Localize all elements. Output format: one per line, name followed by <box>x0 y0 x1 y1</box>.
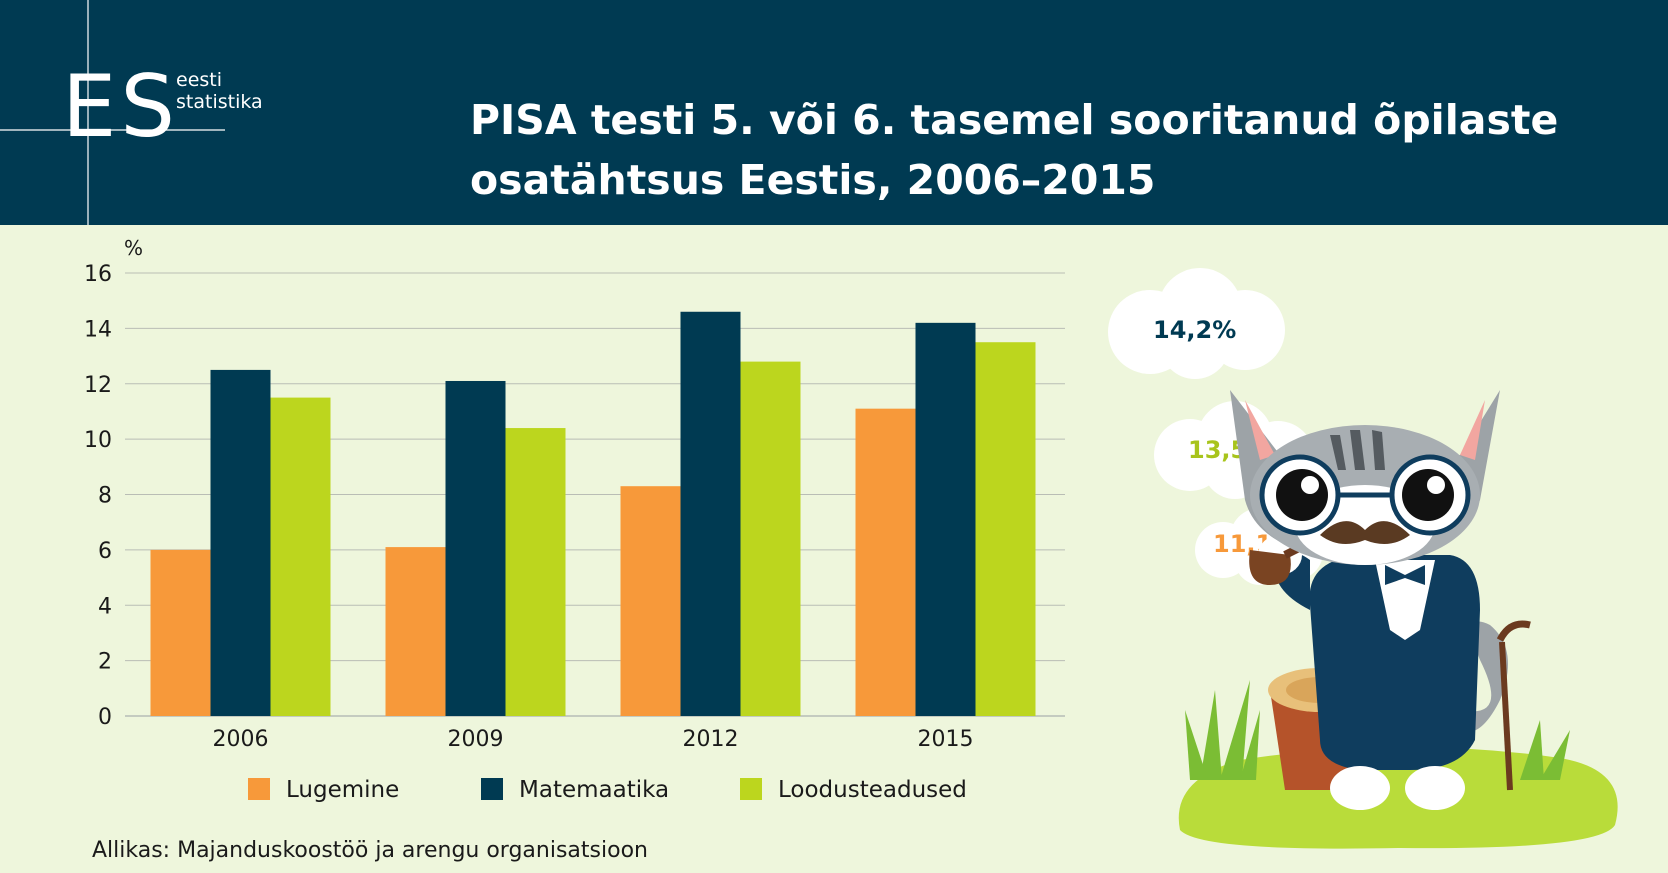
source-note: Allikas: Majanduskoostöö ja arengu organ… <box>92 838 648 863</box>
bar-lugemine-2012 <box>620 486 681 716</box>
bar-lugemine-2006 <box>150 549 211 716</box>
page-title: PISA testi 5. või 6. tasemel sooritanud … <box>470 90 1570 210</box>
bar-matemaatika-2009 <box>445 380 506 716</box>
bubble-cloud-1 <box>1108 268 1285 379</box>
cat-professor-illustration <box>1178 390 1618 849</box>
y-tick-label: 12 <box>84 373 112 398</box>
x-tick-label: 2012 <box>683 727 739 752</box>
x-tick-label: 2006 <box>213 727 269 752</box>
logo-mark: ES <box>62 57 179 157</box>
y-tick-label: 4 <box>98 594 112 619</box>
x-tick-label: 2009 <box>448 727 504 752</box>
y-tick-label: 14 <box>84 317 112 342</box>
y-tick-label: 6 <box>98 539 112 564</box>
bar-matemaatika-2012 <box>680 311 741 716</box>
legend-swatch-loodusteadused <box>740 778 762 800</box>
y-tick-label: 16 <box>84 262 112 287</box>
legend-label-loodusteadused: Loodusteadused <box>778 777 967 803</box>
y-tick-label: 10 <box>84 428 112 453</box>
logo-crosshair <box>0 0 225 225</box>
legend-label-lugemine: Lugemine <box>286 777 399 803</box>
bar-matemaatika-2006 <box>210 369 271 716</box>
bar-lugemine-2009 <box>385 547 446 716</box>
legend-label-matemaatika: Matemaatika <box>519 777 669 803</box>
bar-matemaatika-2015 <box>915 322 976 716</box>
x-tick-label: 2015 <box>918 727 974 752</box>
header-band: ES eesti statistika PISA testi 5. või 6.… <box>0 0 1668 225</box>
legend-swatch-lugemine <box>248 778 270 800</box>
y-tick-label: 8 <box>98 484 112 509</box>
y-tick-label: 2 <box>98 650 112 675</box>
bar-loodusteadused-2006 <box>270 397 331 716</box>
bar-lugemine-2015 <box>855 408 916 716</box>
title-line-1: PISA testi 5. või 6. tasemel sooritanud … <box>470 96 1559 144</box>
y-axis-label: % <box>124 236 143 260</box>
bar-loodusteadused-2012 <box>740 361 801 716</box>
bar-loodusteadused-2009 <box>505 428 566 716</box>
bar-loodusteadused-2015 <box>975 342 1036 716</box>
bar-chart: 0 2 4 6 8 10 12 14 16% 2006 2009 2012 2015 Lugemine Ma… <box>84 236 1065 803</box>
bubble-value-1: 14,2% <box>1153 316 1237 344</box>
logo-text-statistika: statistika <box>176 91 263 113</box>
y-tick-label: 0 <box>98 705 112 730</box>
legend-swatch-matemaatika <box>481 778 503 800</box>
logo-text-eesti: eesti <box>176 69 223 91</box>
title-line-2: osatähtsus Eestis, 2006–2015 <box>470 156 1156 204</box>
